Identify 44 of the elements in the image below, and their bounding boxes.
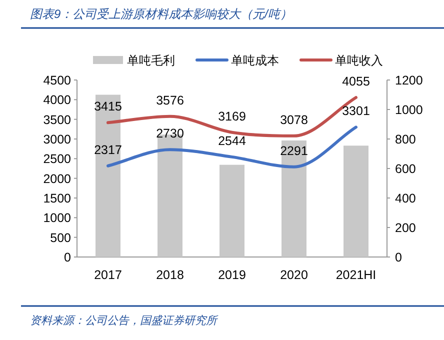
x-tick-label: 2019	[218, 268, 246, 282]
data-label: 3301	[342, 104, 370, 118]
legend-单吨成本: 单吨成本	[196, 54, 279, 68]
bar	[96, 94, 120, 257]
x-tick-label: 2018	[156, 268, 184, 282]
x-tick-label: 2021HI	[336, 268, 376, 282]
y-tick-label: 0	[64, 250, 72, 264]
bar	[344, 146, 368, 257]
data-label: 2544	[218, 134, 246, 148]
y2-tick-label: 1000	[395, 103, 423, 117]
data-label: 3576	[156, 93, 184, 108]
data-label: 3415	[94, 100, 122, 114]
y2-tick-label: 200	[395, 221, 416, 235]
data-label: 2730	[156, 126, 184, 141]
legend-单吨毛利: 单吨毛利	[93, 54, 175, 68]
y-tick-label: 1000	[43, 211, 72, 226]
y-tick-label: 4000	[43, 93, 72, 108]
data-label: 2291	[280, 144, 308, 158]
x-tick-label: 2017	[94, 268, 122, 282]
legend-label: 单吨成本	[231, 54, 279, 68]
y-tick-label: 2000	[43, 172, 72, 186]
data-label: 2317	[94, 142, 122, 157]
chart-title: 图表9：公司受上游原材料成本影响较大（元/吨）	[30, 7, 292, 21]
y2-tick-label: 400	[395, 192, 416, 206]
legend-label: 单吨收入	[335, 54, 383, 68]
bar	[220, 164, 244, 257]
y-tick-label: 1500	[43, 192, 72, 206]
bar	[282, 140, 306, 257]
y-tick-label: 3500	[43, 112, 72, 127]
legend-label: 单吨毛利	[127, 54, 175, 68]
text: 资料来源：公司公告，国盛证券研究所	[30, 314, 219, 327]
y2-tick-label: 0	[395, 250, 402, 264]
data-label: 3078	[280, 112, 308, 127]
y2-tick-label: 800	[395, 132, 416, 146]
y-tick-label: 4500	[43, 74, 72, 88]
y-tick-label: 500	[50, 230, 72, 245]
y2-tick-label: 1200	[395, 74, 423, 88]
y-tick-label: 2500	[43, 152, 72, 166]
legend-单吨收入: 单吨收入	[300, 54, 383, 68]
y2-tick-label: 600	[395, 162, 416, 176]
x-tick-label: 2020	[280, 268, 308, 282]
data-label: 3169	[218, 109, 246, 124]
data-label: 4055	[342, 74, 370, 89]
y-tick-label: 3000	[43, 132, 72, 146]
